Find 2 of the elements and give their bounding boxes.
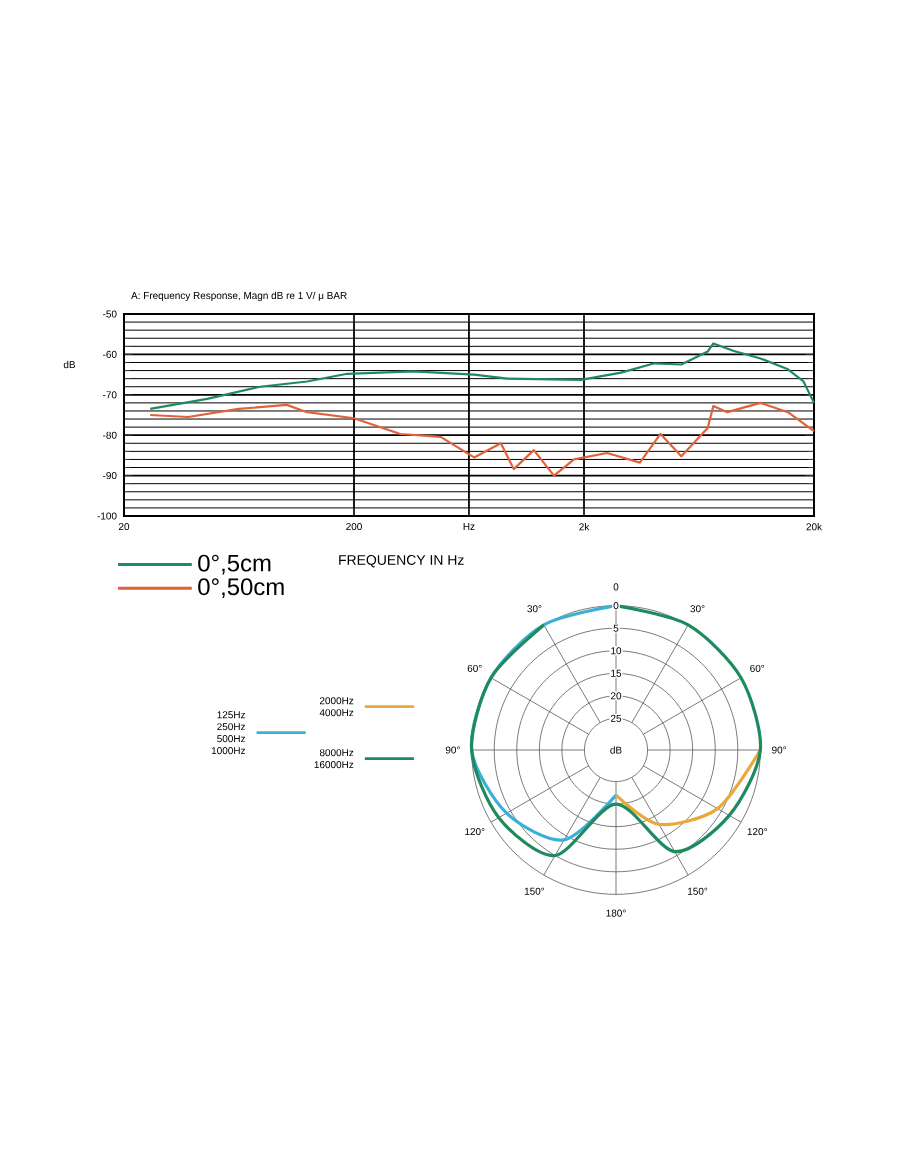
- legend-label: 0°,50cm: [198, 578, 284, 599]
- legend-label: 0°,5cm: [198, 554, 271, 575]
